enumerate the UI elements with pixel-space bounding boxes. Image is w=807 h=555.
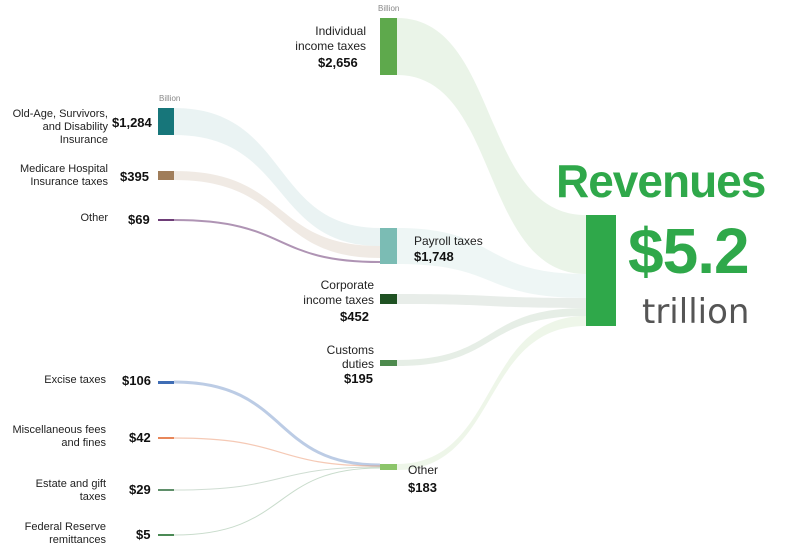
source-value-medicare: $395 [120, 169, 149, 184]
source-label-medicare: Medicare Hospital Insurance taxes [19, 163, 108, 188]
flow-misc-to-other [173, 437, 381, 467]
source-value-fed: $5 [136, 527, 151, 542]
source-label-fed: Federal Reserve remittances [24, 521, 106, 546]
node-customs [380, 360, 397, 366]
node-payroll [380, 228, 397, 264]
flow-medicare-to-payroll [174, 171, 380, 258]
category-label-corporate: Corporate income taxes [303, 278, 374, 307]
category-value-corporate: $452 [340, 309, 369, 324]
node-individual [380, 18, 397, 75]
node-fed [158, 534, 174, 536]
source-label-misc: Miscellaneous fees and fines [12, 424, 106, 449]
category-label-individual: Individual income taxes [295, 24, 366, 53]
node-excise [158, 381, 174, 384]
unit-label-categories: Billion [378, 4, 400, 13]
flow-excise-to-other [173, 380, 381, 467]
flow-other-to-total [397, 316, 586, 470]
headline-unit: trillion [642, 292, 750, 332]
category-label-customs: Customs duties [326, 343, 374, 371]
headline-title: Revenues [556, 155, 766, 207]
source-label-other-payroll: Other [80, 212, 108, 224]
source-value-oasdi: $1,284 [112, 115, 152, 130]
category-value-payroll: $1,748 [414, 249, 454, 264]
flow-customs-to-total [397, 308, 586, 366]
headline-total: $5.2 [628, 215, 750, 287]
flow-corporate-to-total [397, 294, 586, 308]
node-oasdi [158, 108, 174, 135]
category-value-other: $183 [408, 480, 437, 495]
category-label-other: Other [408, 463, 439, 477]
source-label-excise: Excise taxes [44, 374, 106, 386]
source-value-misc: $42 [129, 430, 151, 445]
flow-fed-to-other [173, 467, 381, 536]
flow-individual-to-total [397, 18, 586, 274]
node-corporate [380, 294, 397, 304]
node-medicare [158, 171, 174, 180]
node-total [586, 215, 616, 326]
node-other-payroll [158, 219, 174, 221]
node-other-category [380, 464, 397, 470]
category-value-customs: $195 [344, 371, 373, 386]
category-value-individual: $2,656 [318, 55, 358, 70]
source-value-estate: $29 [129, 482, 151, 497]
flow-estate-to-other [173, 466, 381, 491]
source-label-estate: Estate and gift taxes [35, 478, 106, 503]
source-label-oasdi: Old-Age, Survivors, and Disability Insur… [12, 108, 108, 146]
unit-label-payroll-sources: Billion [159, 94, 181, 103]
source-value-excise: $106 [122, 373, 151, 388]
flow-payroll-to-total [397, 228, 586, 298]
node-misc [158, 437, 174, 439]
flow-oasdi-to-payroll [174, 108, 380, 246]
flow-other-payroll-to-payroll [173, 219, 381, 263]
node-estate [158, 489, 174, 491]
category-label-payroll: Payroll taxes [414, 234, 483, 248]
source-value-other-payroll: $69 [128, 212, 150, 227]
